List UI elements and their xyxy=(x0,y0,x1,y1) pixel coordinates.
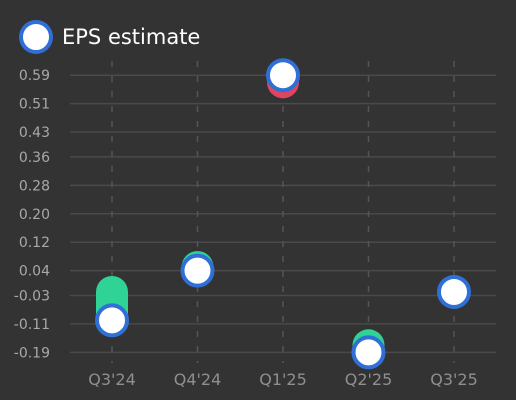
x-tick-label: Q3'25 xyxy=(430,370,478,389)
x-tick-label: Q4'24 xyxy=(174,370,222,389)
y-tick-label: 0.04 xyxy=(19,264,50,280)
legend: EPS estimate xyxy=(19,20,200,54)
y-axis-ticks: 0.59 0.51 0.43 0.36 0.28 0.20 0.12 0.04 -0.03 -0.… xyxy=(14,68,50,361)
estimate-markers xyxy=(95,58,471,370)
y-tick-label: -0.03 xyxy=(14,288,50,304)
estimate-point xyxy=(266,58,300,93)
estimate-point xyxy=(437,274,471,309)
y-tick-label: -0.19 xyxy=(14,345,50,361)
y-tick-label: 0.12 xyxy=(19,235,50,251)
estimate-point xyxy=(95,303,129,338)
estimate-point xyxy=(180,253,215,288)
estimate-point xyxy=(351,335,386,370)
x-tick-label: Q2'25 xyxy=(345,370,393,389)
y-tick-label: 0.43 xyxy=(19,125,50,141)
x-tick-label: Q3'24 xyxy=(88,370,136,389)
legend-label: EPS estimate xyxy=(62,25,200,49)
y-tick-label: 0.28 xyxy=(19,178,50,194)
y-tick-label: 0.20 xyxy=(19,207,50,223)
y-tick-label: -0.11 xyxy=(14,317,50,333)
x-tick-label: Q1'25 xyxy=(259,370,307,389)
legend-marker xyxy=(19,20,53,54)
y-tick-label: 0.36 xyxy=(19,150,50,166)
y-tick-label: 0.51 xyxy=(19,97,50,113)
x-axis-ticks: Q3'24 Q4'24 Q1'25 Q2'25 Q3'25 xyxy=(88,370,478,389)
y-tick-label: 0.59 xyxy=(19,68,50,84)
vertical-gridlines xyxy=(111,61,455,363)
